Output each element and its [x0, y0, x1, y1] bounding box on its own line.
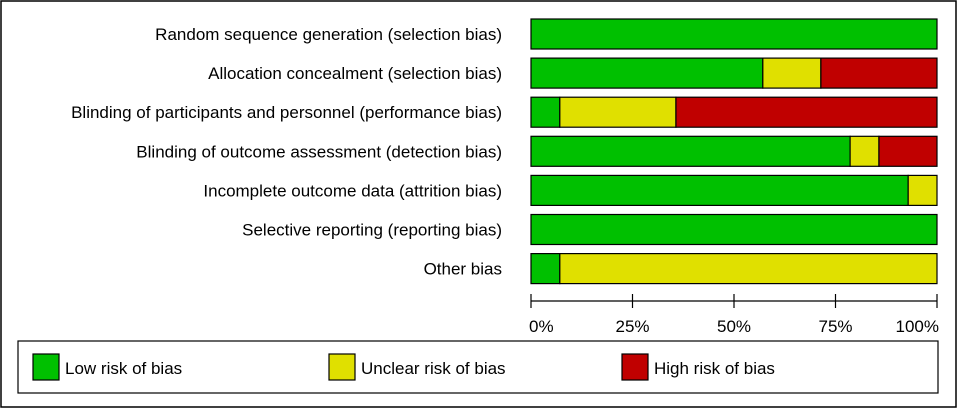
bar-segment-high: [878, 135, 938, 167]
x-tick-label: 100%: [896, 317, 939, 336]
category-label: Selective reporting (reporting bias): [242, 221, 502, 240]
bar-segment-unclear: [559, 253, 938, 285]
x-tick-label: 50%: [717, 317, 751, 336]
category-label: Allocation concealment (selection bias): [208, 64, 502, 83]
bar-segment-unclear: [907, 174, 938, 206]
bar-segment-low: [530, 57, 764, 89]
bar-segment-unclear: [559, 96, 677, 128]
bar-segment-low: [530, 213, 938, 246]
legend-swatch: [621, 353, 649, 381]
bar-segment-unclear: [762, 57, 822, 89]
legend-label: Low risk of bias: [65, 359, 182, 378]
bar-segment-low: [530, 18, 938, 50]
legend-box: [17, 340, 939, 394]
x-tick-label: 0%: [529, 317, 554, 336]
x-tick-label: 75%: [818, 317, 852, 336]
legend-swatch: [32, 353, 60, 381]
legend-label: Unclear risk of bias: [361, 359, 506, 378]
bar-segment-unclear: [849, 135, 880, 167]
bar-segment-low: [530, 174, 909, 206]
category-label: Incomplete outcome data (attrition bias): [203, 181, 502, 200]
bar-segment-low: [530, 135, 851, 167]
bar-segment-low: [530, 253, 561, 285]
category-label: Random sequence generation (selection bi…: [155, 25, 502, 44]
bar-segment-low: [530, 96, 561, 128]
legend-label: High risk of bias: [654, 359, 775, 378]
bars: [530, 18, 938, 285]
legend-swatch: [328, 353, 356, 381]
category-label: Blinding of participants and personnel (…: [71, 103, 502, 122]
x-axis: 0% 25% 50% 75% 100%: [529, 294, 939, 336]
category-labels: Random sequence generation (selection bi…: [71, 25, 502, 279]
bar-segment-high: [675, 96, 938, 128]
category-label: Other bias: [424, 260, 502, 279]
x-tick-label: 25%: [615, 317, 649, 336]
bar-segment-high: [820, 57, 938, 89]
legend: Low risk of bias Unclear risk of bias High…: [17, 340, 939, 394]
category-label: Blinding of outcome assessment (detectio…: [136, 142, 502, 161]
